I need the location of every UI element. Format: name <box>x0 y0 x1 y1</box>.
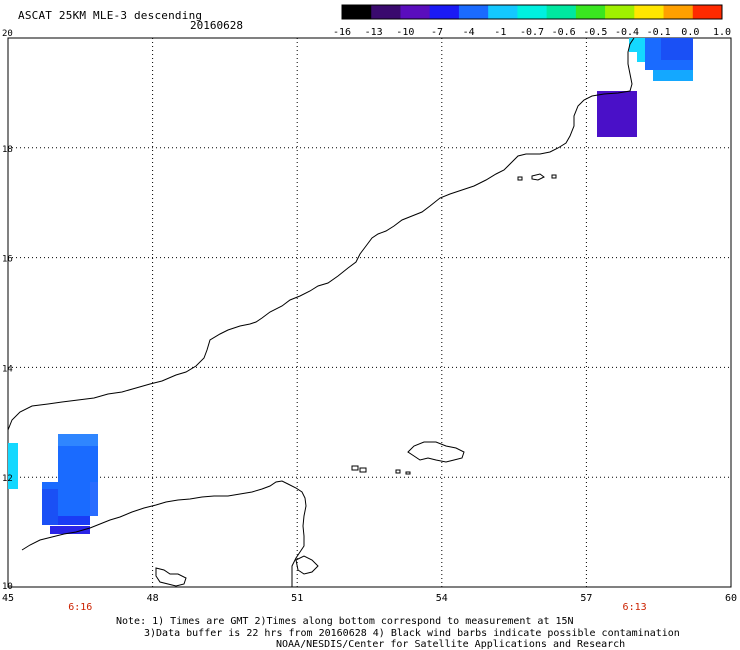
data-cell <box>653 70 693 81</box>
data-cell <box>629 38 645 52</box>
coastline <box>7 37 635 587</box>
wind-swath-west <box>8 434 98 534</box>
colorbar-segment <box>634 5 665 19</box>
y-tick-label: 18 <box>2 145 13 155</box>
map-date: 20160628 <box>190 19 243 32</box>
data-cell <box>58 434 98 446</box>
colorbar-segment <box>605 5 635 19</box>
colorbar-label: -10 <box>396 27 414 38</box>
x-tick-label: 51 <box>291 593 303 604</box>
colorbar-segment <box>575 5 606 19</box>
data-cell <box>58 446 98 482</box>
pass-time-label: 6:13 <box>623 602 647 613</box>
colorbar-label: -0.6 <box>552 27 576 38</box>
colorbar: -16 -13 -10 -7 -4 -1 -0.7 -0.6 -0.5 -0.4 -0.1 0.0 1.… <box>333 4 731 38</box>
colorbar-label: -7 <box>431 27 443 38</box>
x-tick-label: 60 <box>725 593 737 604</box>
y-tick-label: 10 <box>2 582 13 592</box>
colorbar-segment <box>517 5 548 19</box>
data-cell <box>90 482 98 516</box>
colorbar-frame <box>341 4 723 20</box>
note-line-2: 3)Data buffer is 22 hrs from 20160628 4)… <box>144 628 680 639</box>
colorbar-segment <box>488 5 518 19</box>
colorbar-label: -0.7 <box>520 27 544 38</box>
note-line-3: NOAA/NESDIS/Center for Satellite Applica… <box>276 639 626 650</box>
colorbar-label: -13 <box>365 27 383 38</box>
data-cell <box>42 489 58 525</box>
colorbar-label: -4 <box>463 27 475 38</box>
note-line-1: Note: 1) Times are GMT 2)Times along bot… <box>116 616 574 627</box>
x-tick-label: 48 <box>147 593 159 604</box>
data-cell <box>58 516 90 525</box>
data-cell <box>8 443 18 489</box>
data-cell <box>637 52 645 62</box>
y-tick-label: 16 <box>2 255 13 265</box>
map-title: ASCAT 25KM MLE-3 descending <box>18 9 203 22</box>
y-tick-label: 20 <box>2 29 13 39</box>
colorbar-segment <box>342 5 372 19</box>
x-tick-labels: 45 48 51 54 57 60 <box>2 593 737 604</box>
colorbar-label: 1.0 <box>713 27 731 38</box>
colorbar-segment <box>429 5 460 19</box>
x-tick-label: 45 <box>2 593 14 604</box>
colorbar-segment <box>458 5 489 19</box>
y-tick-label: 14 <box>2 364 13 374</box>
x-tick-label: 54 <box>436 593 448 604</box>
colorbar-label: -0.5 <box>583 27 607 38</box>
y-tick-labels: 20 18 16 14 12 10 <box>2 29 13 592</box>
wind-swath-east <box>597 38 693 137</box>
colorbar-label: 0.0 <box>681 27 699 38</box>
y-tick-label: 12 <box>2 474 13 484</box>
data-cell <box>597 91 637 137</box>
x-tick-label: 57 <box>580 593 592 604</box>
colorbar-segment <box>371 5 401 19</box>
colorbar-segment <box>546 5 577 19</box>
colorbar-segment <box>400 5 431 19</box>
gridlines <box>8 38 731 587</box>
data-cell <box>661 38 693 60</box>
colorbar-segment <box>663 5 694 19</box>
colorbar-label: -0.1 <box>647 27 671 38</box>
plot-frame <box>7 37 732 588</box>
pass-time-label: 6:16 <box>68 602 92 613</box>
pass-times: 6:16 6:13 <box>68 602 646 613</box>
colorbar-label: -0.4 <box>615 27 639 38</box>
colorbar-label: -16 <box>333 27 351 38</box>
colorbar-segment <box>692 5 723 19</box>
data-cell <box>50 526 90 534</box>
colorbar-label: -1 <box>494 27 506 38</box>
